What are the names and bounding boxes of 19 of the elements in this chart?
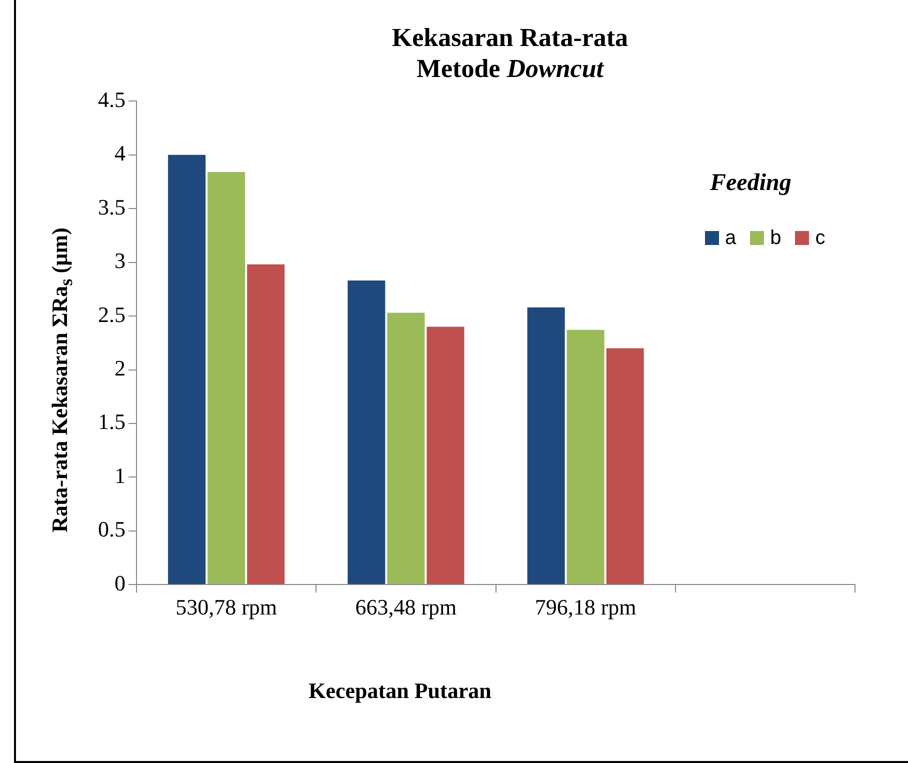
legend-label: c	[814, 227, 826, 250]
chart-title: Kekasaran Rata-rata Metode Downcut	[390, 22, 630, 84]
x-tick-label: 796,18 rpm	[534, 594, 636, 620]
y-tick-label: 0	[114, 570, 126, 596]
y-tick-label: 3.5	[98, 194, 126, 220]
legend-title: Feeding	[710, 170, 792, 197]
x-tick-label: 663,48 rpm	[355, 594, 457, 620]
y-tick-label: 1	[114, 462, 126, 488]
y-tick-label: 2	[114, 356, 126, 381]
y-tick-label: 3	[114, 248, 126, 274]
legend-label: a	[724, 227, 736, 250]
y-tick-label: 1.5	[98, 409, 126, 434]
x-tick-label: 530,78 rpm	[176, 594, 278, 620]
y-tick-label: 2.5	[98, 302, 126, 327]
y-tick-label: 4	[114, 140, 126, 166]
x-axis-title: Kecepatan Putaran	[308, 678, 492, 704]
legend-label: b	[769, 227, 782, 250]
y-tick-label: 0.5	[98, 516, 126, 542]
y-tick-label: 4.5	[98, 86, 126, 112]
